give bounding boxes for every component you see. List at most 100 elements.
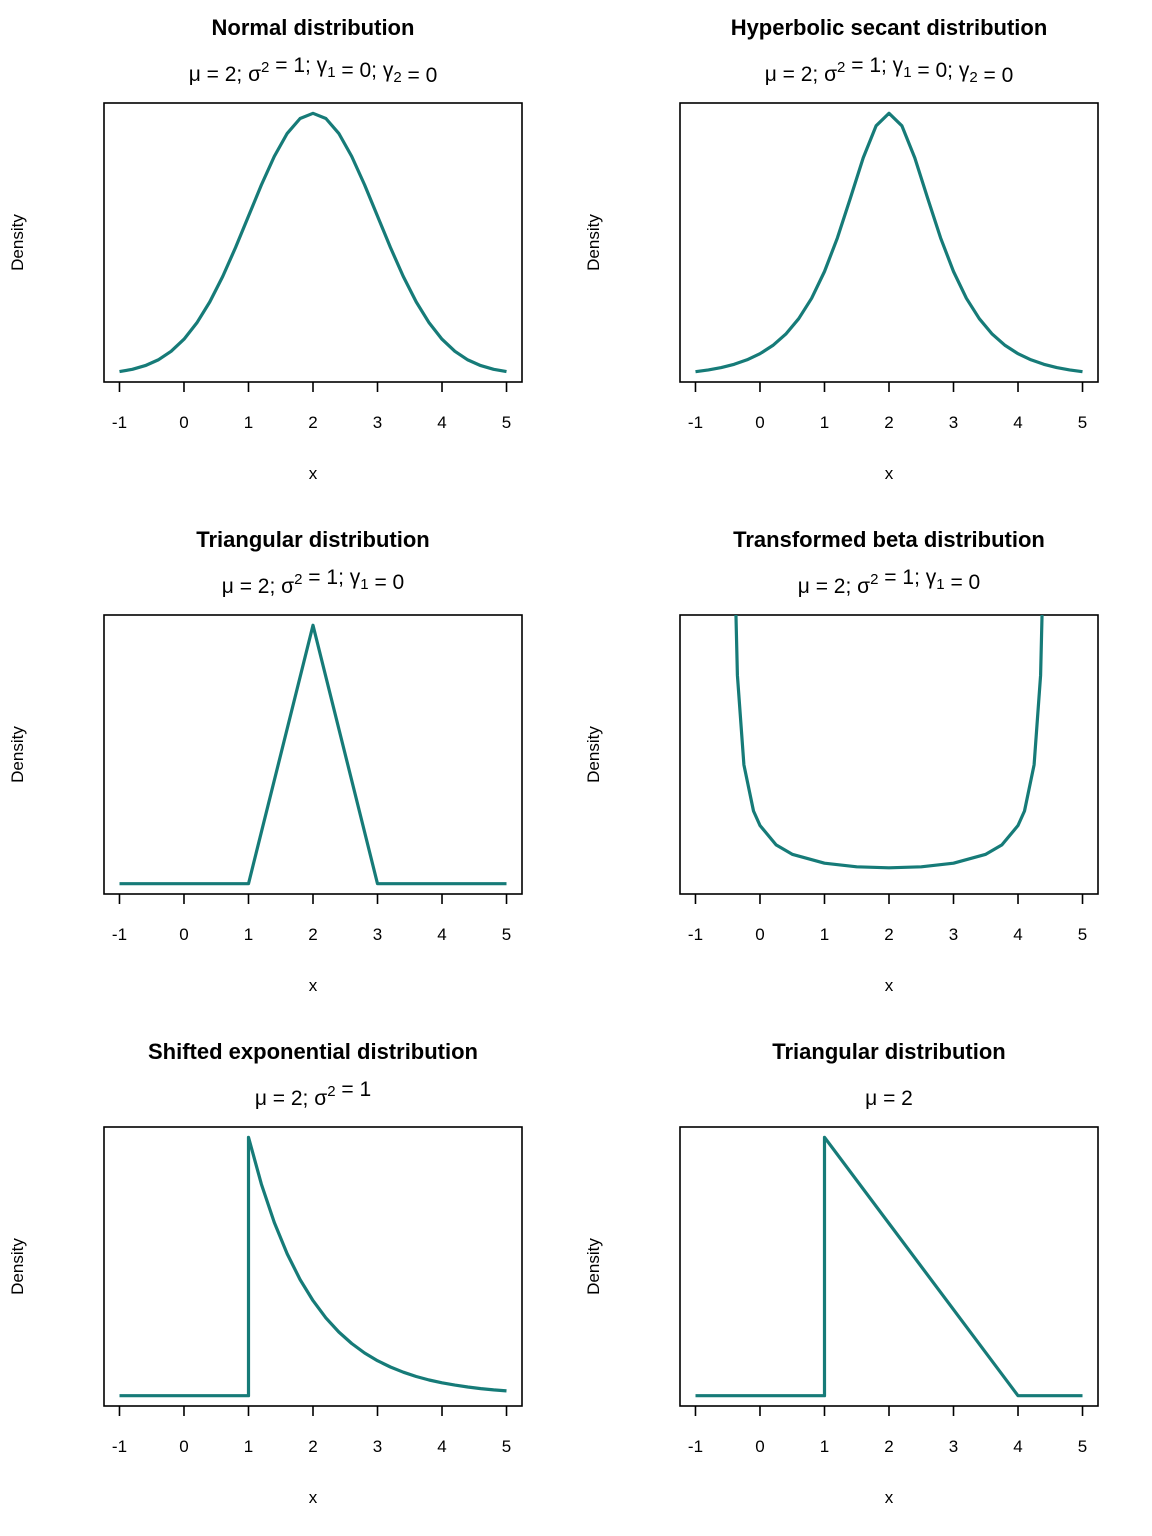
plot-frame xyxy=(103,102,523,383)
x-tick-label: 2 xyxy=(884,1437,893,1456)
y-axis-label: Density xyxy=(8,1238,27,1295)
density-curve xyxy=(119,111,507,374)
subtitle-symbol: σ xyxy=(242,63,261,86)
density-curve xyxy=(119,623,507,886)
subtitle-value: = 0 xyxy=(978,64,1014,87)
subtitle-superscript: 2 xyxy=(261,59,269,76)
x-tick-label: 4 xyxy=(437,925,446,944)
subtitle-value: = 1; xyxy=(269,54,310,77)
subtitle-symbol: μ xyxy=(798,575,810,598)
plot-frame xyxy=(103,614,523,895)
subtitle-value: = 2; xyxy=(777,63,818,86)
subtitle-value: = 1 xyxy=(336,1078,372,1101)
x-tick-label: 0 xyxy=(179,925,188,944)
subtitle-symbol: σ xyxy=(275,575,294,598)
chart-subtitle: μ = 2; σ2 = 1; γ1 = 0; γ2 = 0 xyxy=(765,54,1014,87)
plot-frame xyxy=(679,1126,1099,1407)
subtitle-symbol: γ xyxy=(377,59,394,82)
x-tick-label: -1 xyxy=(688,925,703,944)
x-tick-label: 1 xyxy=(820,1437,829,1456)
x-tick-label: 4 xyxy=(437,413,446,432)
x-axis-label: x xyxy=(309,976,318,995)
subtitle-subscript: 2 xyxy=(393,69,401,86)
density-curve xyxy=(695,1135,1083,1398)
subtitle-value: = 1; xyxy=(878,566,919,589)
chart-subtitle: μ = 2 xyxy=(865,1087,913,1110)
x-tick-label: 3 xyxy=(373,413,382,432)
chart-title: Normal distribution xyxy=(212,15,415,40)
chart-subtitle: μ = 2; σ2 = 1; γ1 = 0; γ2 = 0 xyxy=(189,54,438,87)
x-tick-label: 3 xyxy=(373,1437,382,1456)
y-axis-label: Density xyxy=(8,726,27,783)
x-tick-label: 2 xyxy=(884,925,893,944)
x-tick-label: 4 xyxy=(1013,1437,1022,1456)
y-axis-label: Density xyxy=(584,726,603,783)
x-tick-label: 0 xyxy=(179,413,188,432)
subtitle-symbol: μ xyxy=(189,63,201,86)
subtitle-value: = 0 xyxy=(945,571,981,594)
subtitle-superscript: 2 xyxy=(294,571,302,588)
x-tick-label: 5 xyxy=(502,1437,511,1456)
x-tick-label: 3 xyxy=(949,413,958,432)
subtitle-symbol: γ xyxy=(344,566,361,589)
subtitle-value: = 0 xyxy=(402,64,438,87)
x-tick-label: 2 xyxy=(308,1437,317,1456)
chart-title: Triangular distribution xyxy=(772,1039,1005,1064)
density-curve xyxy=(734,615,1044,870)
x-tick-label: -1 xyxy=(112,413,127,432)
subtitle-symbol: γ xyxy=(920,566,937,589)
x-tick-label: 4 xyxy=(1013,925,1022,944)
subtitle-value: = 1; xyxy=(302,566,343,589)
x-tick-label: 0 xyxy=(179,1437,188,1456)
chart-panel: Hyperbolic secant distribution μ = 2; σ2 … xyxy=(584,15,1099,483)
y-axis-label: Density xyxy=(8,214,27,271)
subtitle-symbol: γ xyxy=(953,59,970,82)
x-tick-label: 5 xyxy=(1078,925,1087,944)
subtitle-value: = 2 xyxy=(877,1087,913,1110)
subtitle-value: = 0; xyxy=(912,59,953,82)
x-tick-label: 1 xyxy=(244,925,253,944)
subtitle-subscript: 1 xyxy=(360,576,368,593)
subtitle-symbol: σ xyxy=(308,1087,327,1110)
subtitle-value: = 0; xyxy=(336,59,377,82)
x-tick-label: 5 xyxy=(502,413,511,432)
subtitle-value: = 2; xyxy=(201,63,242,86)
x-tick-label: -1 xyxy=(688,1437,703,1456)
chart-subtitle: μ = 2; σ2 = 1; γ1 = 0 xyxy=(798,566,980,598)
x-tick-label: -1 xyxy=(112,925,127,944)
subtitle-symbol: μ xyxy=(865,1087,877,1110)
x-axis-label: x xyxy=(885,1488,894,1507)
y-axis-label: Density xyxy=(584,1238,603,1295)
x-tick-label: -1 xyxy=(688,413,703,432)
chart-subtitle: μ = 2; σ2 = 1 xyxy=(255,1078,371,1110)
subtitle-symbol: σ xyxy=(851,575,870,598)
x-tick-label: 0 xyxy=(755,925,764,944)
chart-title: Triangular distribution xyxy=(196,527,429,552)
x-tick-label: 2 xyxy=(308,925,317,944)
subtitle-value: = 2; xyxy=(810,575,851,598)
plot-frame xyxy=(679,102,1099,383)
x-axis-label: x xyxy=(885,976,894,995)
subtitle-symbol: γ xyxy=(887,54,904,77)
subtitle-subscript: 1 xyxy=(903,64,911,81)
chart-panel: Triangular distribution μ = 2 -1 0 1 2 3 4 5 x Den… xyxy=(584,1039,1099,1507)
chart-title: Transformed beta distribution xyxy=(733,527,1045,552)
chart-panel: Shifted exponential distribution μ = 2; σ… xyxy=(8,1039,523,1507)
x-tick-label: 0 xyxy=(755,1437,764,1456)
subtitle-superscript: 2 xyxy=(837,59,845,76)
plot-frame xyxy=(103,1126,523,1407)
subtitle-subscript: 2 xyxy=(969,69,977,86)
subtitle-value: = 1; xyxy=(845,54,886,77)
x-tick-label: 1 xyxy=(820,413,829,432)
x-axis-label: x xyxy=(885,464,894,483)
subtitle-symbol: μ xyxy=(765,63,777,86)
subtitle-value: = 2; xyxy=(267,1087,308,1110)
x-tick-label: 3 xyxy=(949,1437,958,1456)
x-tick-label: 4 xyxy=(1013,413,1022,432)
x-tick-label: -1 xyxy=(112,1437,127,1456)
subtitle-subscript: 1 xyxy=(327,64,335,81)
subtitle-symbol: γ xyxy=(311,54,328,77)
